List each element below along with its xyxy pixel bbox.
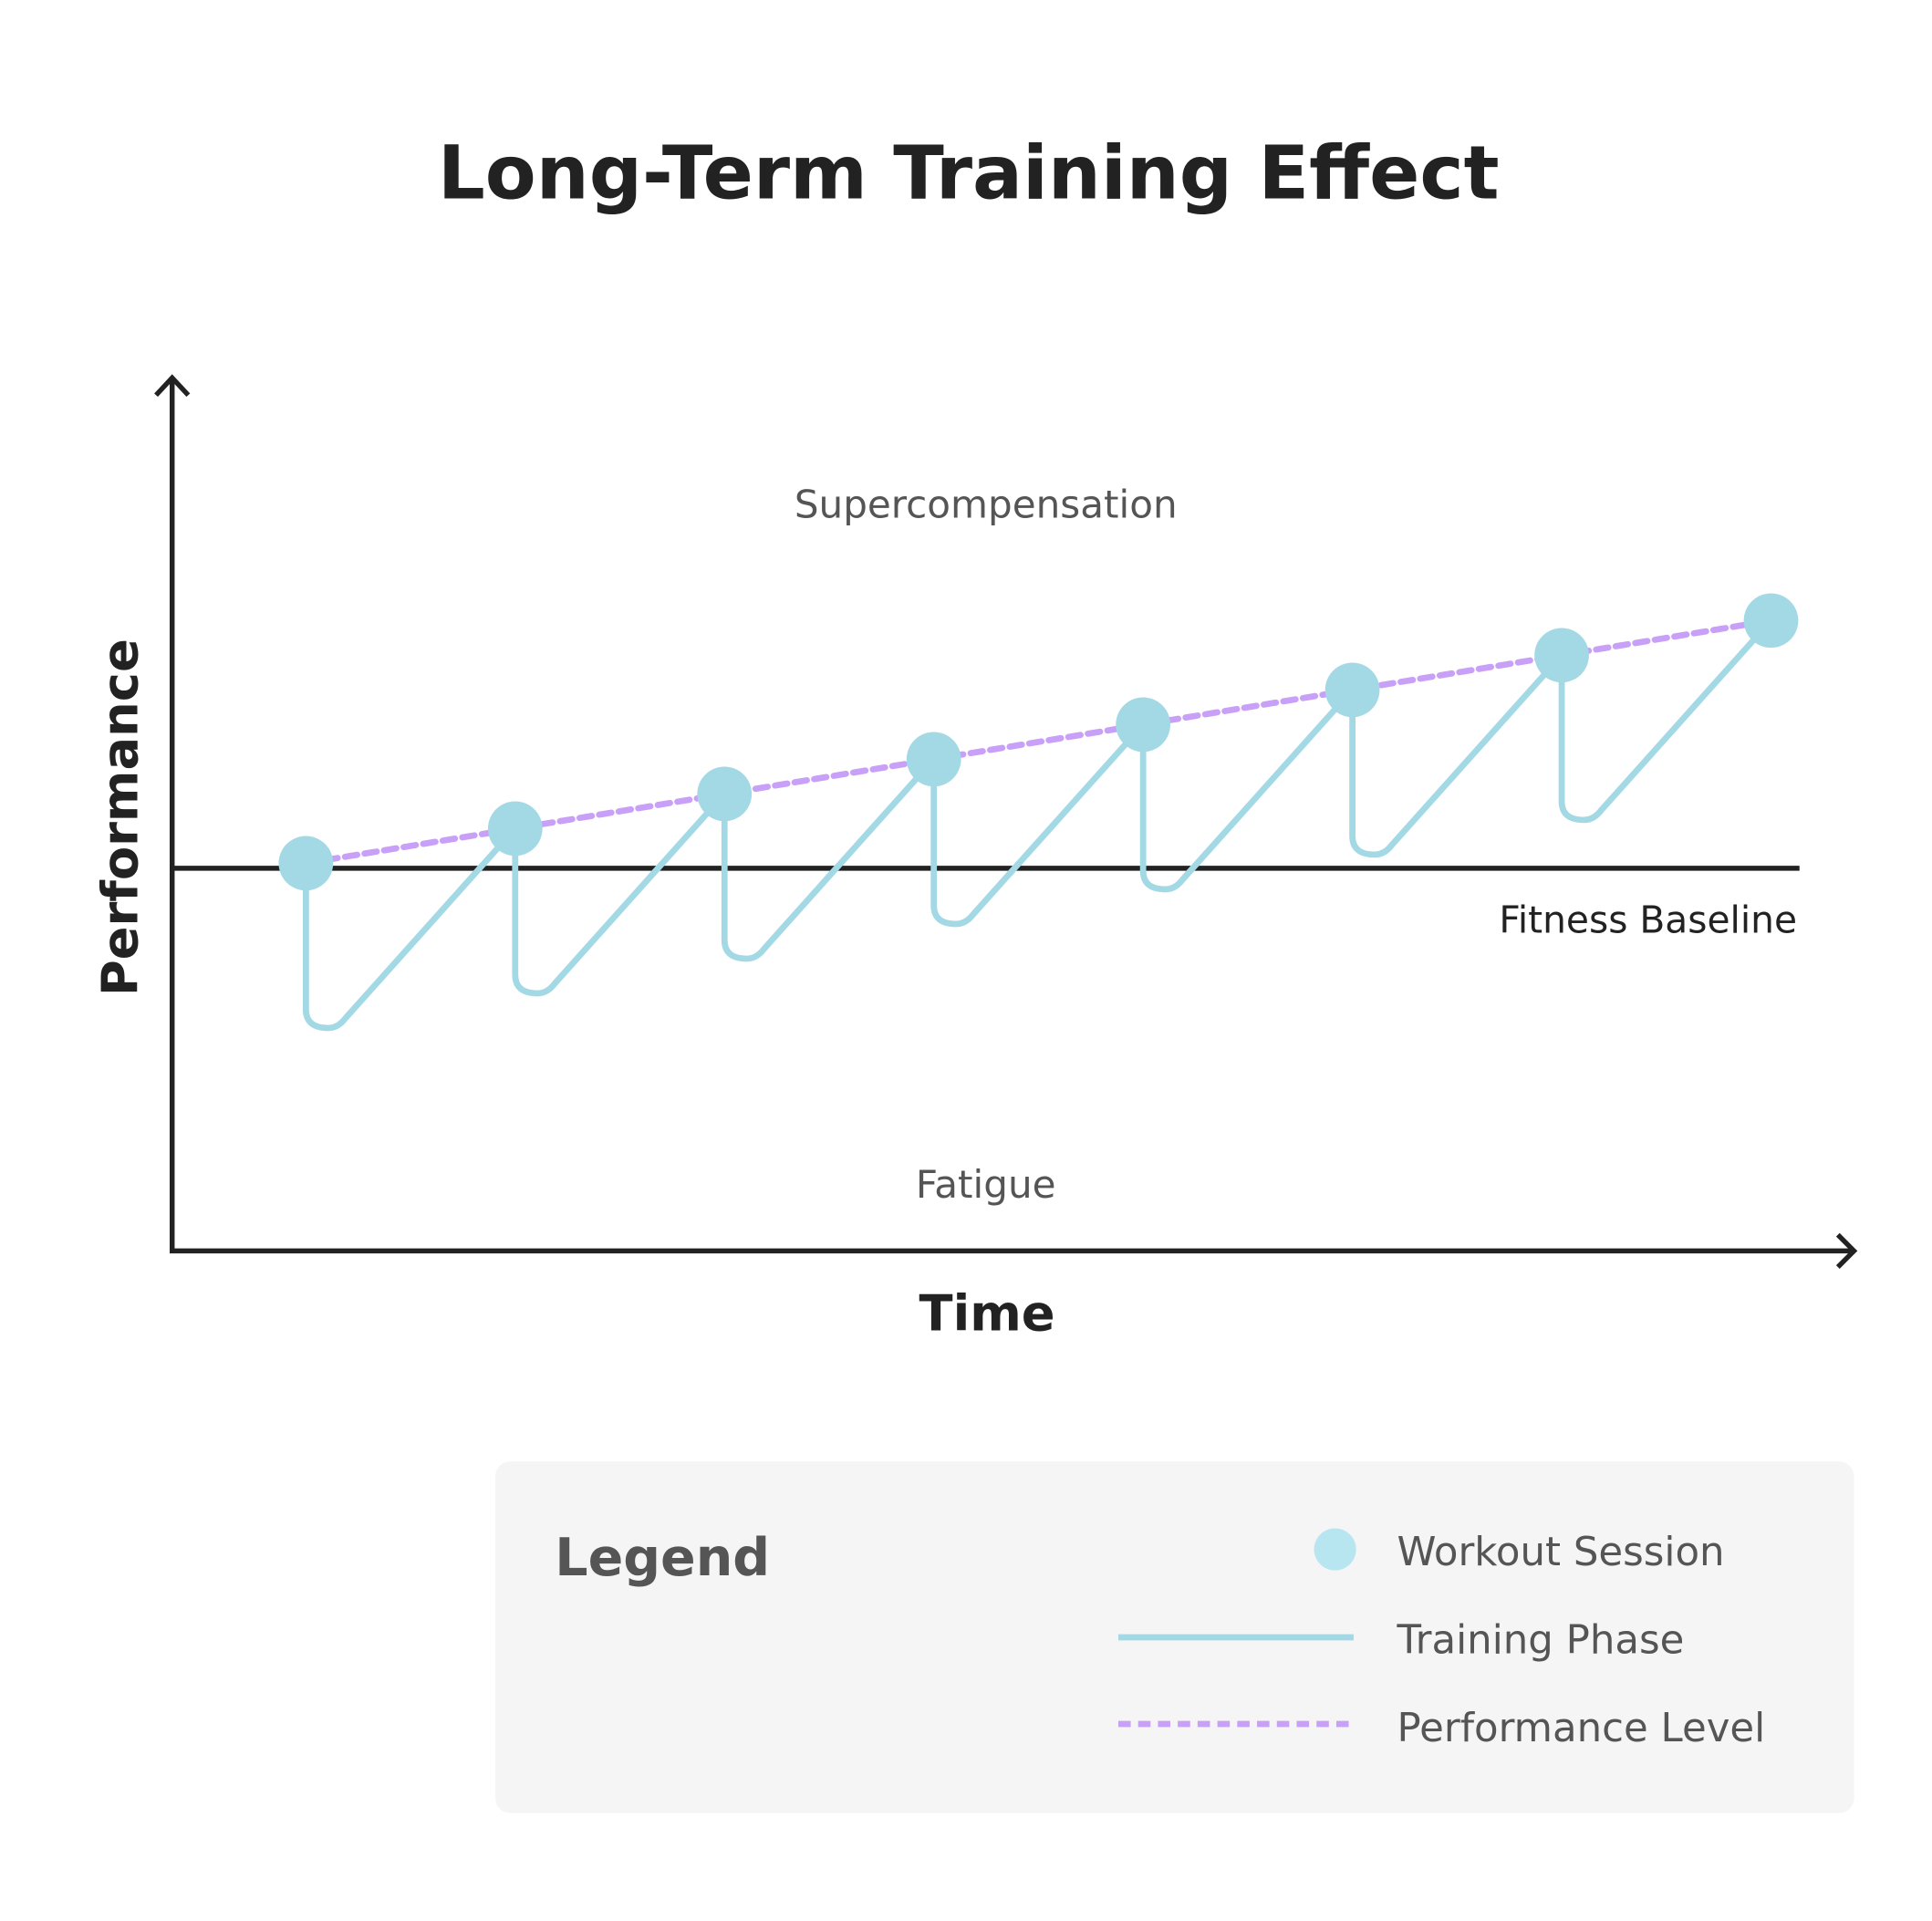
fatigue-label: Fatigue xyxy=(916,1162,1056,1207)
legend-title: Legend xyxy=(555,1528,770,1588)
workout-session-marker xyxy=(1116,697,1171,753)
training-phase-segment xyxy=(1139,686,1356,893)
workout-session-marker xyxy=(1743,593,1799,649)
training-phase-segment xyxy=(302,826,519,1032)
legend-item-performance-level: Performance Level xyxy=(1397,1706,1765,1751)
workout-session-marker xyxy=(906,732,961,787)
legend: Legend Workout Session Training Phase Pe… xyxy=(495,1461,1854,1813)
workout-session-icon xyxy=(1314,1528,1356,1571)
x-axis-label: Time xyxy=(919,1284,1055,1342)
training-phase-segment xyxy=(512,790,728,997)
y-axis-label: Performance xyxy=(92,639,150,996)
workout-session-marker xyxy=(1324,662,1380,718)
training-phase-segment xyxy=(1349,651,1565,858)
fitness-baseline-label: Fitness Baseline xyxy=(1499,898,1797,941)
y-axis-arrow-icon xyxy=(154,374,191,398)
workout-session-marker xyxy=(278,836,334,891)
x-axis-arrow-icon xyxy=(1835,1232,1858,1269)
performance-level-line xyxy=(302,617,1774,867)
legend-item-workout-session: Workout Session xyxy=(1397,1530,1724,1575)
diagram-title: Long-Term Training Effect xyxy=(438,130,1500,216)
training-phase-segment xyxy=(721,755,938,962)
workout-session-marker xyxy=(697,766,753,822)
training-phase-segment xyxy=(1558,617,1774,824)
workout-session-marker xyxy=(1534,628,1589,683)
workout-session-marker xyxy=(487,801,543,857)
legend-item-training-phase: Training Phase xyxy=(1396,1618,1684,1664)
training-series xyxy=(278,593,1799,1032)
supercompensation-label: Supercompensation xyxy=(795,483,1178,527)
training-phase-segment xyxy=(930,721,1147,928)
axes xyxy=(170,378,1854,1254)
